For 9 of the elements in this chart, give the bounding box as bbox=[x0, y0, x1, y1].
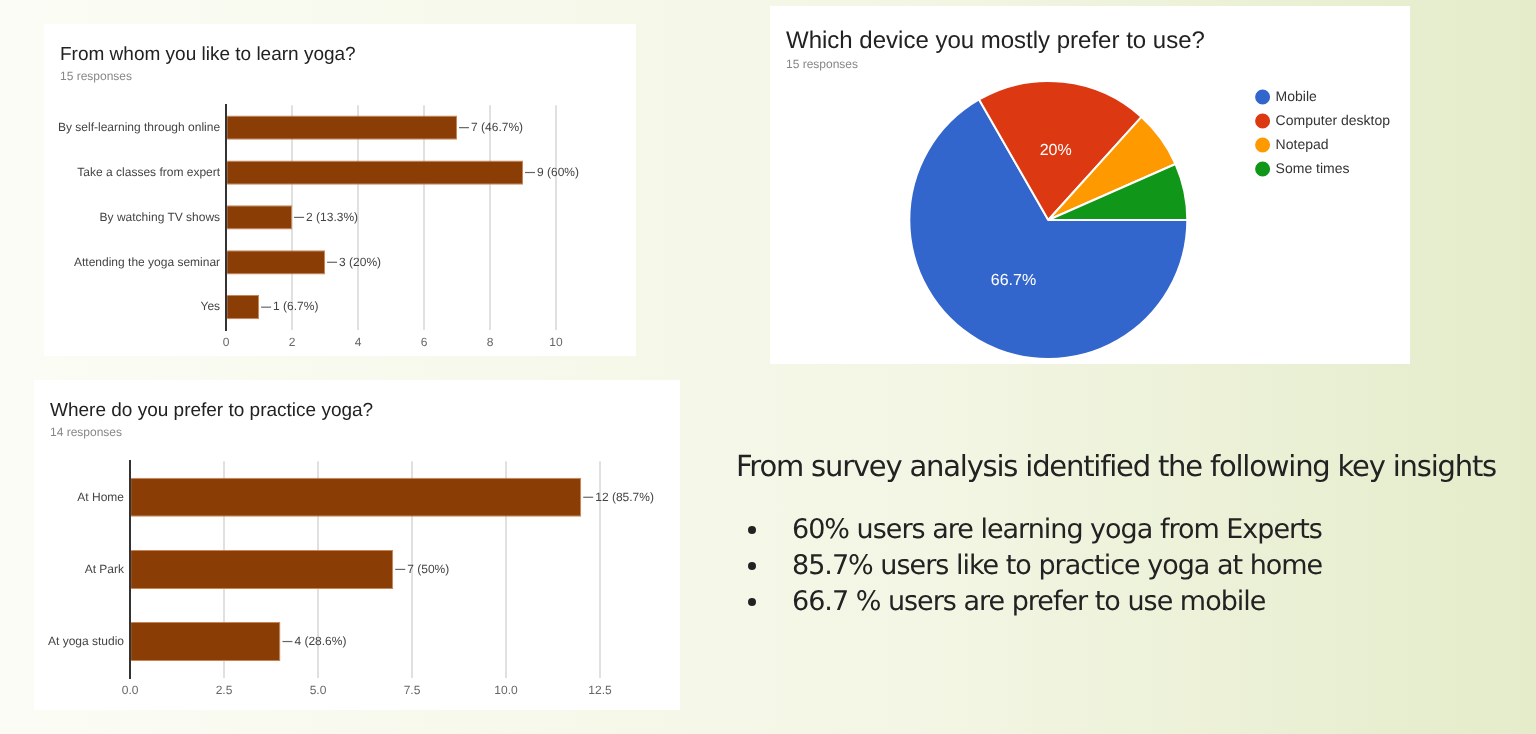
data-label: 20% bbox=[1039, 141, 1072, 160]
data-label: 66.7% bbox=[990, 270, 1037, 289]
chart-title: Which device you mostly prefer to use? bbox=[784, 26, 1207, 54]
text: From survey analysis identified the following key insights bbox=[736, 452, 1499, 484]
text: 60% users are learning yoga from Experts bbox=[792, 512, 1322, 548]
text: 66.7 % users are prefer to use mobile bbox=[792, 584, 1266, 620]
text: 85.7% users like to practice yoga at home bbox=[792, 548, 1323, 584]
chart-title: From whom you like to learn yoga? bbox=[58, 44, 358, 66]
chart-title: Where do you prefer to practice yoga? bbox=[48, 400, 376, 422]
